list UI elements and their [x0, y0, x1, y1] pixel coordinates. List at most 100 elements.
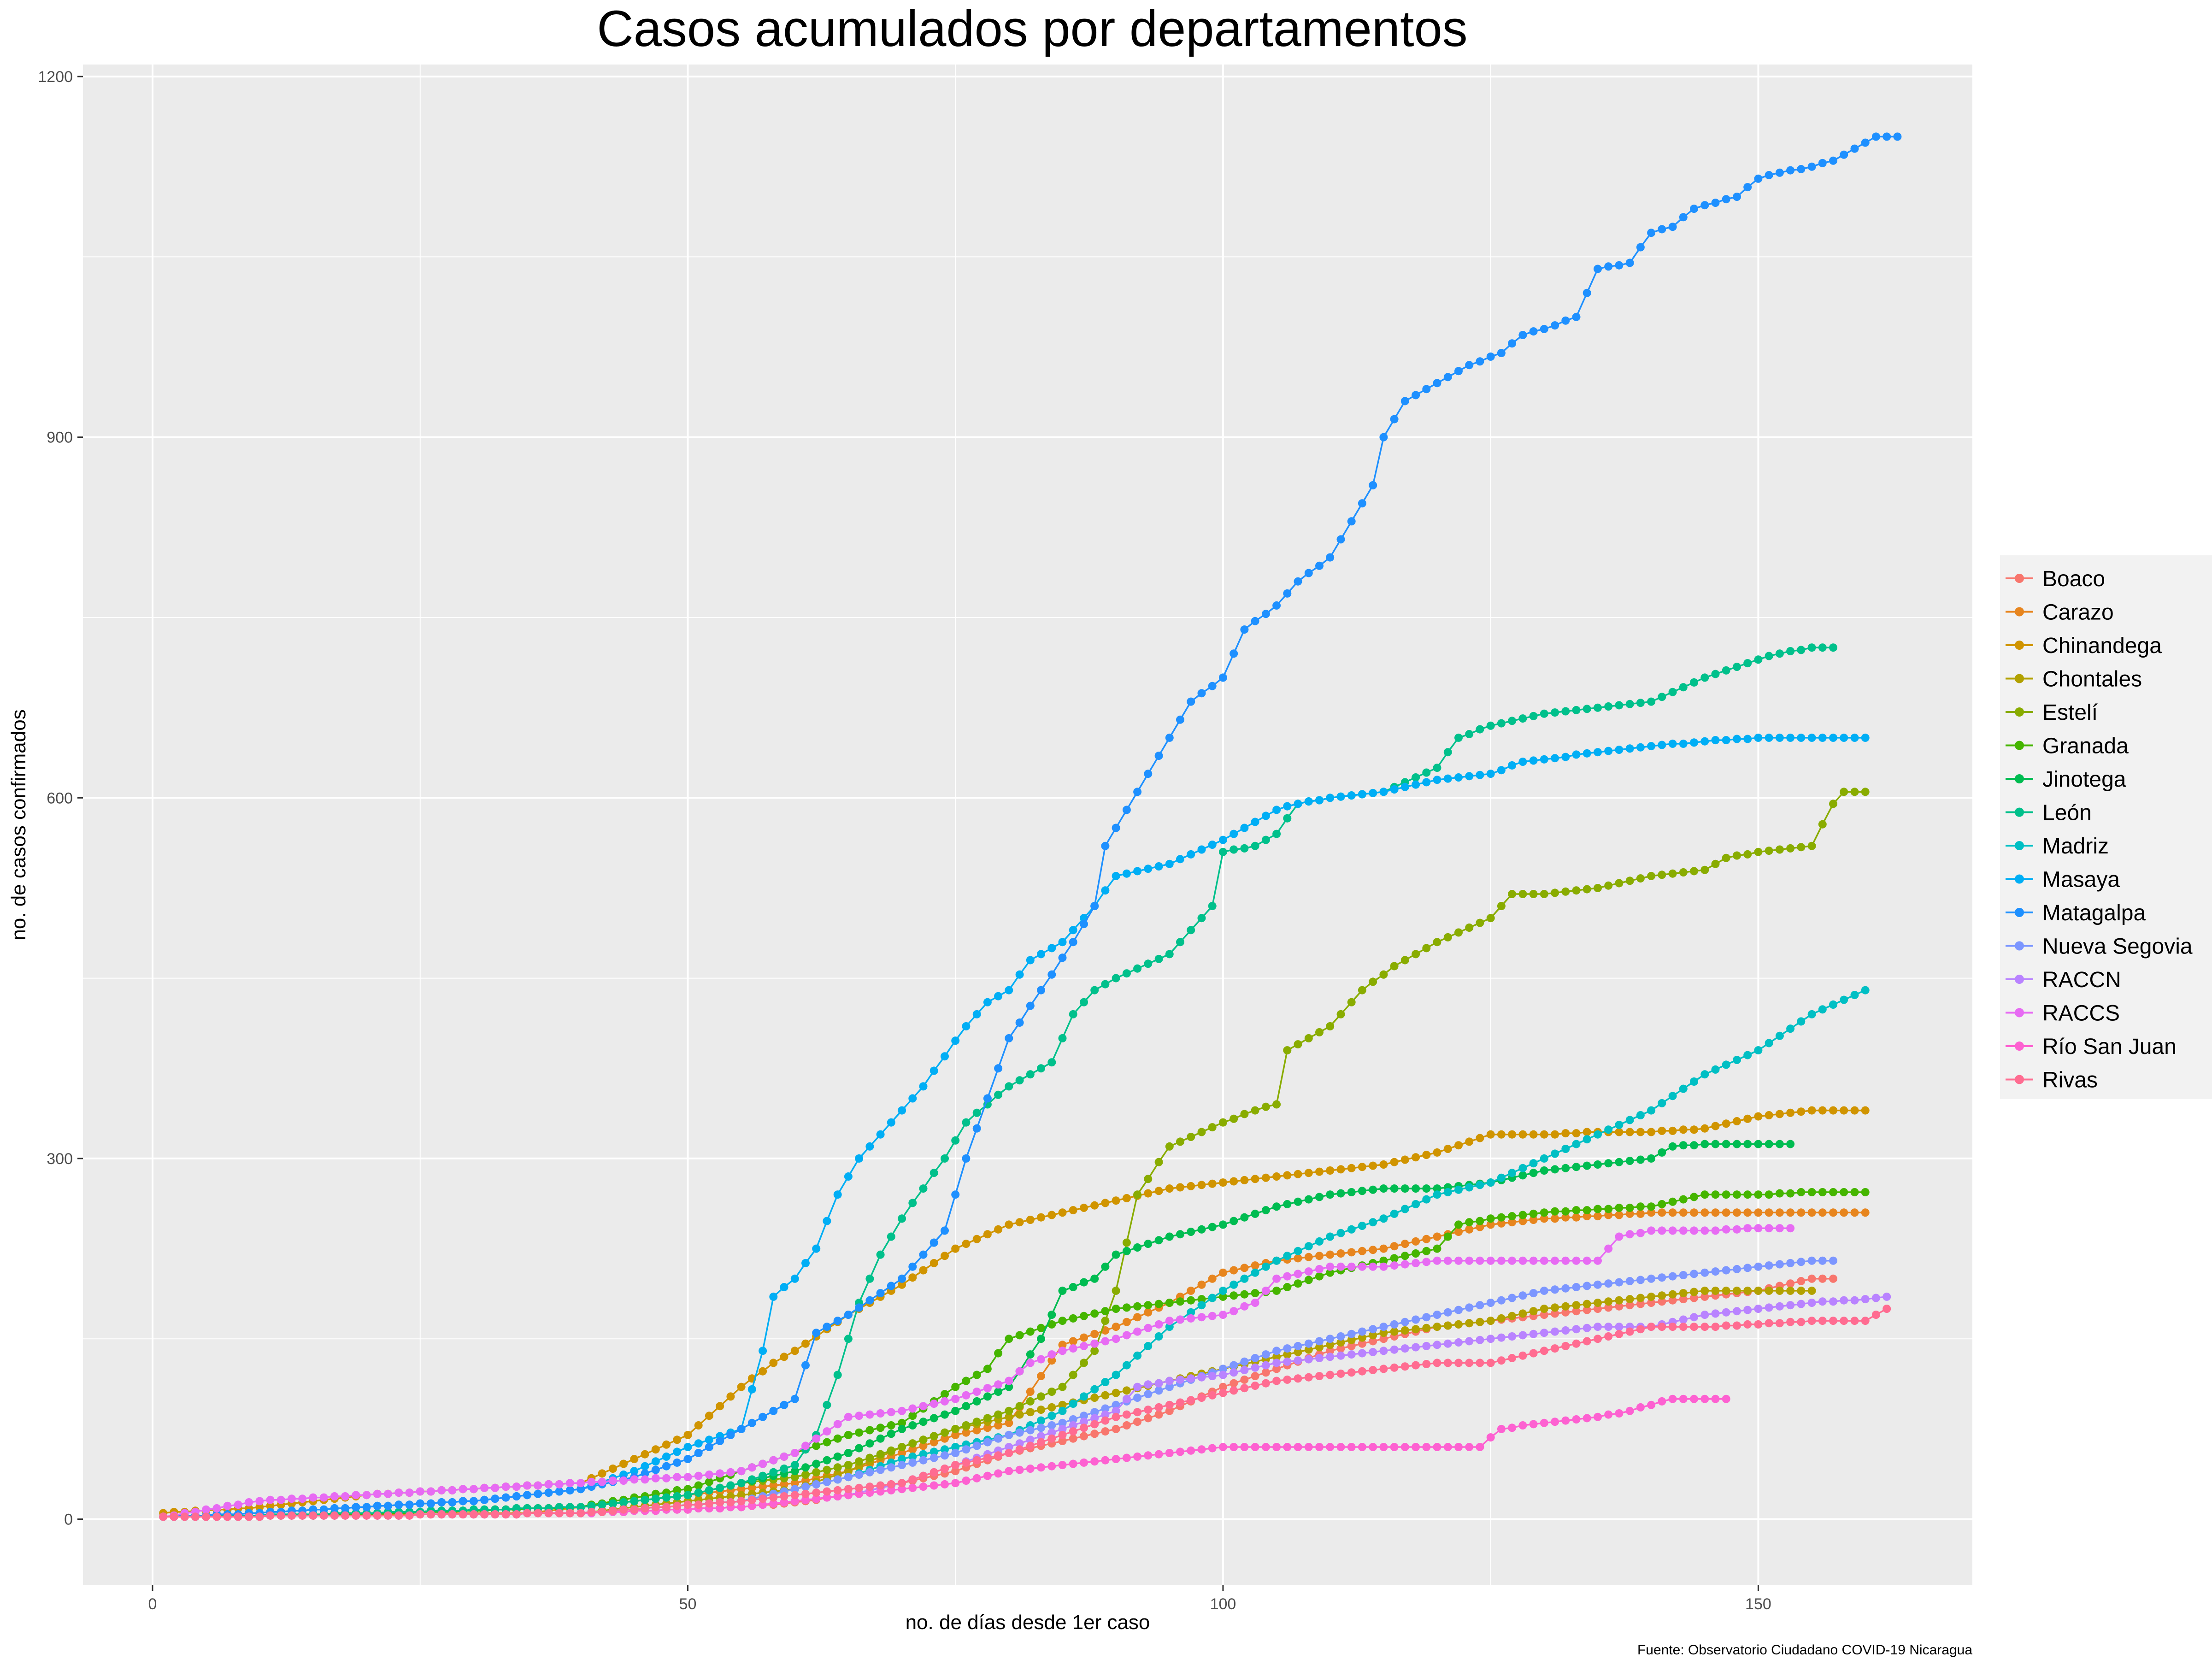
data-point [790, 1491, 799, 1500]
data-point [1743, 1114, 1752, 1123]
data-point [1625, 1406, 1634, 1415]
data-point [1818, 1274, 1827, 1283]
data-point [1304, 1267, 1313, 1276]
data-point [1818, 1297, 1827, 1306]
data-point [1283, 1375, 1292, 1384]
data-point [1422, 1184, 1431, 1193]
data-point [1561, 1164, 1570, 1172]
data-point [1786, 1279, 1795, 1288]
data-point [962, 1118, 971, 1127]
data-point [1369, 1185, 1377, 1194]
data-point [394, 1511, 403, 1520]
data-point [1208, 1444, 1217, 1453]
data-point [1465, 361, 1474, 370]
data-point [1240, 625, 1249, 634]
data-point [876, 1465, 885, 1474]
data-point [919, 1450, 928, 1459]
data-point [1433, 764, 1441, 772]
data-point [1540, 1154, 1548, 1163]
data-point [1208, 902, 1217, 911]
data-point [1733, 735, 1741, 743]
data-point [865, 1274, 874, 1283]
data-point [1840, 1208, 1848, 1217]
data-point [427, 1499, 435, 1508]
data-point [1615, 879, 1624, 888]
data-point [908, 1421, 917, 1430]
data-point [577, 1509, 585, 1518]
data-point [1315, 796, 1324, 805]
data-point [1283, 1171, 1292, 1180]
data-point [941, 1052, 949, 1061]
data-point [930, 1400, 938, 1408]
data-point [1625, 1116, 1634, 1124]
data-point [951, 1443, 960, 1451]
data-point [1733, 1117, 1741, 1125]
data-point [1400, 1362, 1409, 1371]
data-point [1412, 1343, 1420, 1352]
data-point [1508, 1130, 1517, 1139]
data-point [1069, 1459, 1077, 1468]
data-point [705, 1477, 713, 1486]
legend-key-dot [2015, 807, 2024, 817]
data-point [1711, 736, 1720, 745]
data-point [1326, 1353, 1335, 1361]
data-point [1690, 678, 1698, 687]
data-point [1797, 1107, 1806, 1116]
data-point [941, 1252, 949, 1260]
data-point [577, 1485, 585, 1494]
data-point [962, 1154, 971, 1163]
data-point [394, 1488, 403, 1497]
data-point [919, 1435, 928, 1444]
data-point [1101, 1416, 1110, 1425]
data-point [1508, 1294, 1517, 1302]
data-point [1058, 1424, 1067, 1433]
data-point [1625, 1295, 1634, 1304]
data-point [1112, 1455, 1120, 1464]
data-point [1240, 1443, 1249, 1451]
data-point [716, 1469, 724, 1478]
data-point [459, 1485, 467, 1494]
data-point [1369, 1331, 1377, 1340]
data-point [1358, 499, 1366, 508]
data-point [1283, 589, 1292, 598]
data-point [1090, 1347, 1099, 1355]
data-point [930, 1238, 938, 1247]
data-point [1358, 1222, 1366, 1230]
data-point [683, 1455, 692, 1464]
data-point [951, 1394, 960, 1403]
data-point [1765, 1039, 1773, 1047]
data-point [1561, 1284, 1570, 1293]
data-point [1679, 1226, 1688, 1235]
data-point [1797, 1258, 1806, 1266]
data-point [1294, 800, 1302, 808]
data-point [1208, 1123, 1217, 1132]
data-point [865, 1142, 874, 1151]
data-point [1412, 1443, 1420, 1451]
data-point [1508, 761, 1517, 770]
data-point [1037, 1392, 1045, 1401]
legend-key-dot [2015, 574, 2024, 583]
data-point [1187, 1228, 1195, 1236]
data-point [908, 1273, 917, 1282]
data-point [1336, 1338, 1345, 1347]
data-point [1583, 288, 1591, 297]
data-point [823, 1487, 831, 1496]
data-point [309, 1511, 318, 1520]
data-point [1551, 1418, 1559, 1426]
data-point [1743, 1264, 1752, 1272]
data-point [1604, 1244, 1613, 1253]
data-point [1390, 1345, 1399, 1354]
data-point [1700, 1394, 1709, 1403]
data-point [705, 1443, 713, 1451]
data-point [673, 1447, 682, 1456]
data-point [1604, 1297, 1613, 1306]
data-point [1615, 1296, 1624, 1305]
data-point [673, 1501, 682, 1510]
data-point [1797, 1017, 1806, 1026]
data-point [1336, 1332, 1345, 1341]
data-point [1604, 1205, 1613, 1213]
data-point [1529, 1289, 1538, 1298]
data-point [1304, 1443, 1313, 1451]
data-point [427, 1510, 435, 1519]
data-point [1230, 1307, 1238, 1316]
